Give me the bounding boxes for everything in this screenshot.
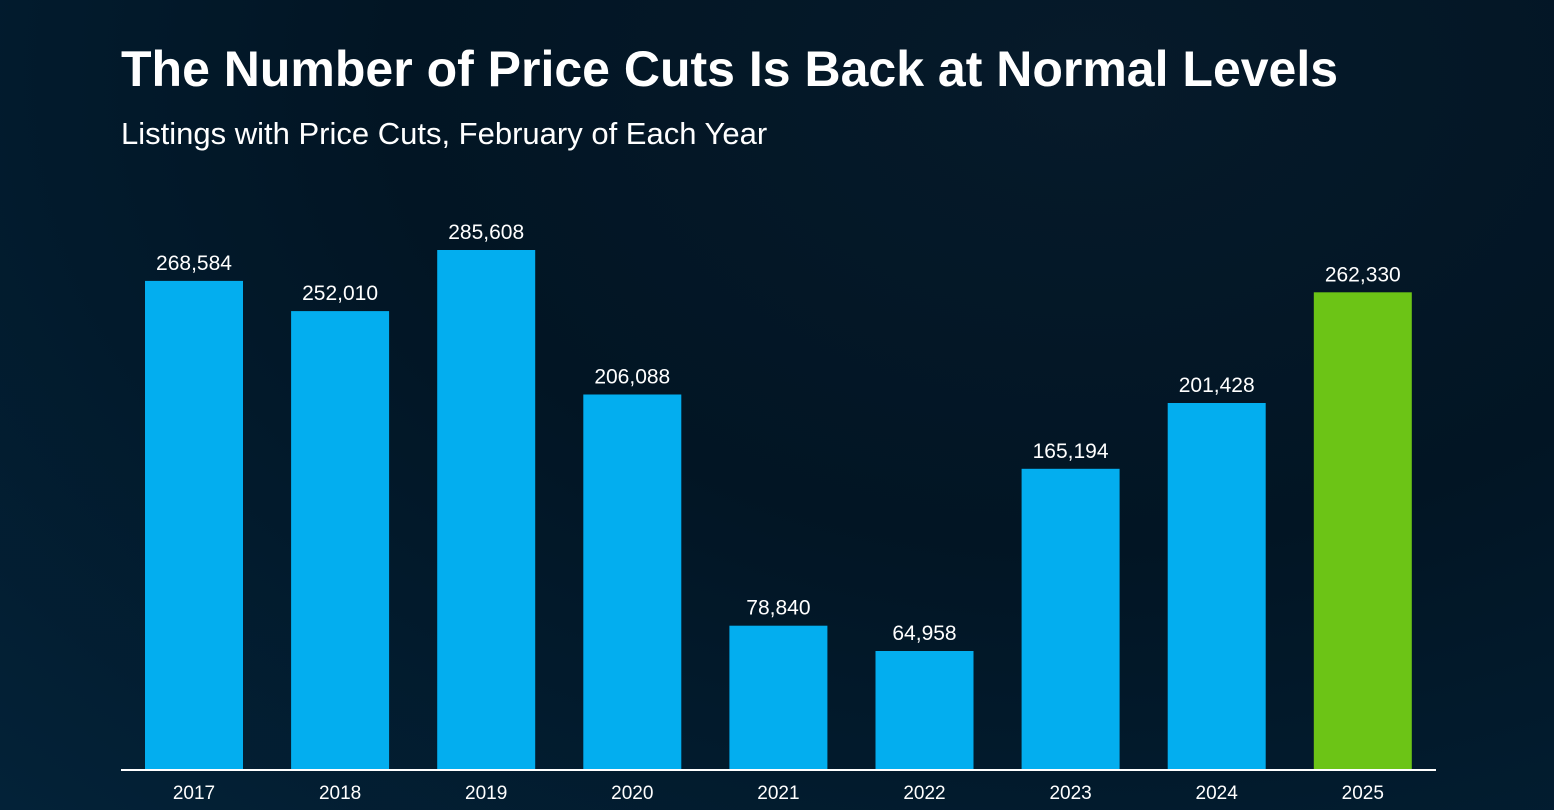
value-label-2023: 165,194 <box>1033 440 1109 463</box>
x-tick-label-2021: 2021 <box>757 783 799 804</box>
chart-title: The Number of Price Cuts Is Back at Norm… <box>121 41 1339 97</box>
bar-2017 <box>145 280 243 769</box>
value-label-2024: 201,428 <box>1179 374 1255 397</box>
value-label-2020: 206,088 <box>594 366 670 389</box>
value-label-2019: 285,608 <box>448 221 524 244</box>
bar-2024 <box>1167 403 1266 769</box>
bar-2019 <box>437 250 536 769</box>
value-label-2018: 252,010 <box>302 282 378 305</box>
x-tick-label-2025: 2025 <box>1342 783 1384 804</box>
bar-2025 <box>1313 292 1412 769</box>
x-tick-label-2023: 2023 <box>1049 783 1091 804</box>
bar-2023 <box>1021 468 1120 769</box>
bar-2022 <box>875 651 974 769</box>
value-label-2021: 78,840 <box>746 597 810 620</box>
x-tick-label-2022: 2022 <box>903 783 945 804</box>
bar-2021 <box>729 625 828 769</box>
x-tick-label-2018: 2018 <box>319 783 361 804</box>
x-tick-label-2017: 2017 <box>173 783 215 804</box>
value-label-2025: 262,330 <box>1325 263 1401 286</box>
value-label-2017: 268,584 <box>156 252 232 275</box>
value-label-2022: 64,958 <box>892 622 956 645</box>
x-tick-label-2019: 2019 <box>465 783 507 804</box>
chart-subtitle: Listings with Price Cuts, February of Ea… <box>121 116 768 151</box>
bar-2020 <box>583 394 682 769</box>
x-tick-label-2020: 2020 <box>611 783 653 804</box>
x-tick-label-2024: 2024 <box>1196 783 1239 804</box>
bar-2018 <box>291 311 390 769</box>
